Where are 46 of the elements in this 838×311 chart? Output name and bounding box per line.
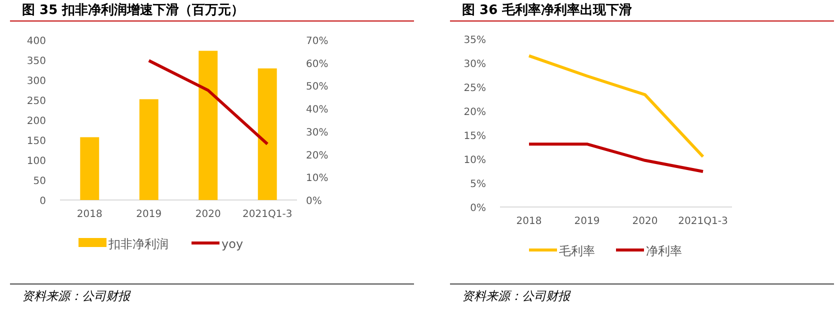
y2-tick-label: 40% — [306, 104, 328, 116]
y2-tick-label: 50% — [306, 82, 328, 93]
y-tick-label: 100 — [26, 156, 46, 167]
legend-label: 毛利率 — [559, 244, 595, 258]
x-tick-label: 2019 — [574, 216, 600, 227]
x-tick-label: 2021Q1-3 — [678, 216, 728, 227]
y-tick-label: 30% — [464, 59, 486, 70]
text: 资料来源：公司财报 — [22, 289, 131, 303]
y-tick-label: 0% — [470, 203, 486, 214]
x-tick-label: 2020 — [632, 216, 658, 227]
x-tick-label: 2018 — [76, 209, 102, 220]
chart-title: 图 36 毛利率净利率出现下滑 — [462, 2, 632, 18]
y2-tick-label: 30% — [306, 127, 328, 138]
y-tick-label: 10% — [464, 155, 486, 166]
y-tick-label: 5% — [470, 179, 486, 190]
x-tick-label: 2019 — [136, 209, 162, 220]
chart-title: 图 35 扣非净利润增速下滑（百万元） — [22, 2, 244, 18]
y-tick-label: 300 — [26, 76, 46, 87]
x-tick-label: 2020 — [195, 209, 221, 220]
y-tick-label: 20% — [464, 107, 486, 118]
y2-tick-label: 70% — [306, 36, 328, 47]
y-tick-label: 35% — [464, 35, 486, 46]
y-tick-label: 200 — [26, 116, 46, 127]
y2-tick-label: 60% — [306, 58, 328, 70]
y2-tick-label: 10% — [306, 173, 328, 184]
y2-tick-label: 0% — [306, 196, 322, 207]
x-tick-label: 2021Q1-3 — [242, 209, 292, 220]
y-tick-label: 15% — [464, 131, 486, 142]
y-tick-label: 50 — [33, 176, 46, 187]
legend-label: yoy — [222, 237, 244, 251]
y-tick-label: 0 — [40, 196, 46, 207]
bar — [198, 50, 218, 200]
bar — [258, 68, 277, 200]
y2-tick-label: 20% — [306, 150, 328, 162]
y-tick-label: 350 — [26, 56, 46, 67]
bar — [80, 137, 100, 200]
y-tick-label: 150 — [26, 136, 46, 147]
line-series — [528, 54, 704, 158]
legend-label: 扣非净利润 — [108, 237, 168, 251]
y-tick-label: 400 — [26, 36, 46, 47]
y-tick-label: 250 — [26, 96, 46, 107]
text: 资料来源：公司财报 — [462, 289, 571, 303]
legend-label: 净利率 — [646, 244, 682, 258]
x-tick-label: 2018 — [516, 216, 542, 227]
bar — [139, 99, 158, 200]
y-tick-label: 25% — [464, 83, 486, 94]
